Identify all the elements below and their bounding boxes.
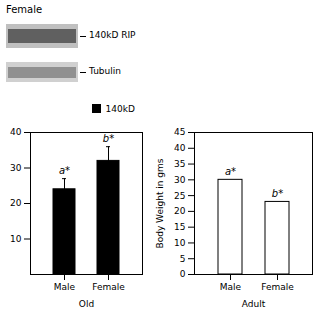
svg-text:Male: Male: [54, 282, 76, 292]
svg-text:5: 5: [180, 254, 186, 264]
svg-text:10: 10: [10, 234, 22, 244]
html-text:Female: Female: [6, 4, 43, 15]
svg-text:Female: Female: [92, 282, 125, 292]
svg-text:0: 0: [180, 269, 186, 279]
svg-text:Male: Male: [220, 282, 242, 292]
svg-text:40: 40: [10, 127, 22, 137]
svg-text:b*: b*: [272, 188, 283, 199]
html-text:140kD RIP: 140kD RIP: [89, 30, 136, 40]
html-text:140kD: 140kD: [105, 103, 135, 114]
html-text:Tubulin: Tubulin: [89, 66, 121, 76]
svg-text:Adult: Adult: [242, 299, 266, 309]
svg-text:30: 30: [174, 175, 186, 185]
svg-text:20: 20: [10, 198, 22, 208]
svg-text:40: 40: [174, 143, 186, 153]
svg-text:a*: a*: [59, 165, 70, 176]
svg-text:Female: Female: [261, 282, 294, 292]
svg-text:20: 20: [174, 206, 186, 216]
svg-text:Body Weight in gms: Body Weight in gms: [155, 158, 165, 248]
svg-text:30: 30: [10, 163, 22, 173]
svg-text:45: 45: [174, 127, 185, 137]
svg-text:10: 10: [174, 238, 186, 248]
svg-text:b*: b*: [103, 133, 114, 144]
svg-text:a*: a*: [225, 166, 236, 177]
svg-text:15: 15: [174, 222, 185, 232]
svg-text:Old: Old: [79, 299, 94, 309]
svg-text:25: 25: [174, 190, 185, 200]
svg-text:35: 35: [174, 159, 185, 169]
